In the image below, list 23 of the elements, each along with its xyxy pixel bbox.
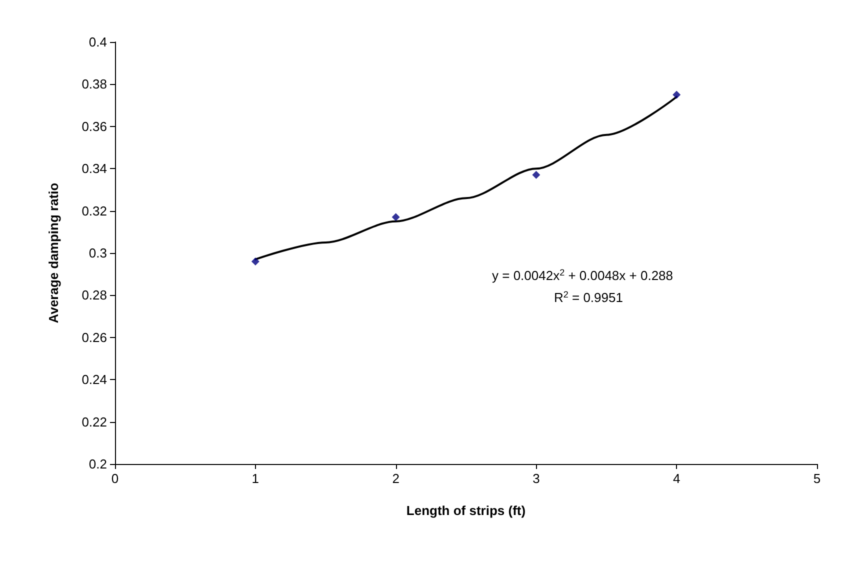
x-tick-label: 0 bbox=[111, 471, 119, 486]
y-tick-label: 0.4 bbox=[88, 34, 107, 50]
x-tick-label: 3 bbox=[532, 471, 540, 486]
y-tick-label: 0.34 bbox=[82, 161, 107, 176]
y-tick-label: 0.3 bbox=[88, 246, 107, 260]
y-tick-label: 0.24 bbox=[82, 372, 107, 388]
y-tick-label: 0.36 bbox=[82, 118, 107, 134]
point bbox=[392, 213, 400, 222]
y-tick-label: 0.28 bbox=[82, 288, 107, 303]
x-tick-label: 4 bbox=[672, 471, 680, 486]
y-tick-label: 0.26 bbox=[82, 330, 107, 345]
y-tick-label: 0.38 bbox=[82, 76, 107, 92]
y-tick-label: 0.32 bbox=[82, 203, 107, 218]
y-tick-label: 0.2 bbox=[88, 456, 107, 472]
point bbox=[672, 90, 681, 99]
y-axis-title: Average damping ratio bbox=[46, 182, 61, 324]
x-axis-title: Length of strips (ft) bbox=[406, 503, 526, 518]
point bbox=[532, 170, 540, 179]
point bbox=[251, 257, 260, 266]
y-tick-label: 0.22 bbox=[82, 414, 107, 430]
x-tick-label: 1 bbox=[252, 471, 260, 486]
x-tick-label: 2 bbox=[392, 471, 400, 486]
x-tick-label: 5 bbox=[813, 471, 821, 486]
